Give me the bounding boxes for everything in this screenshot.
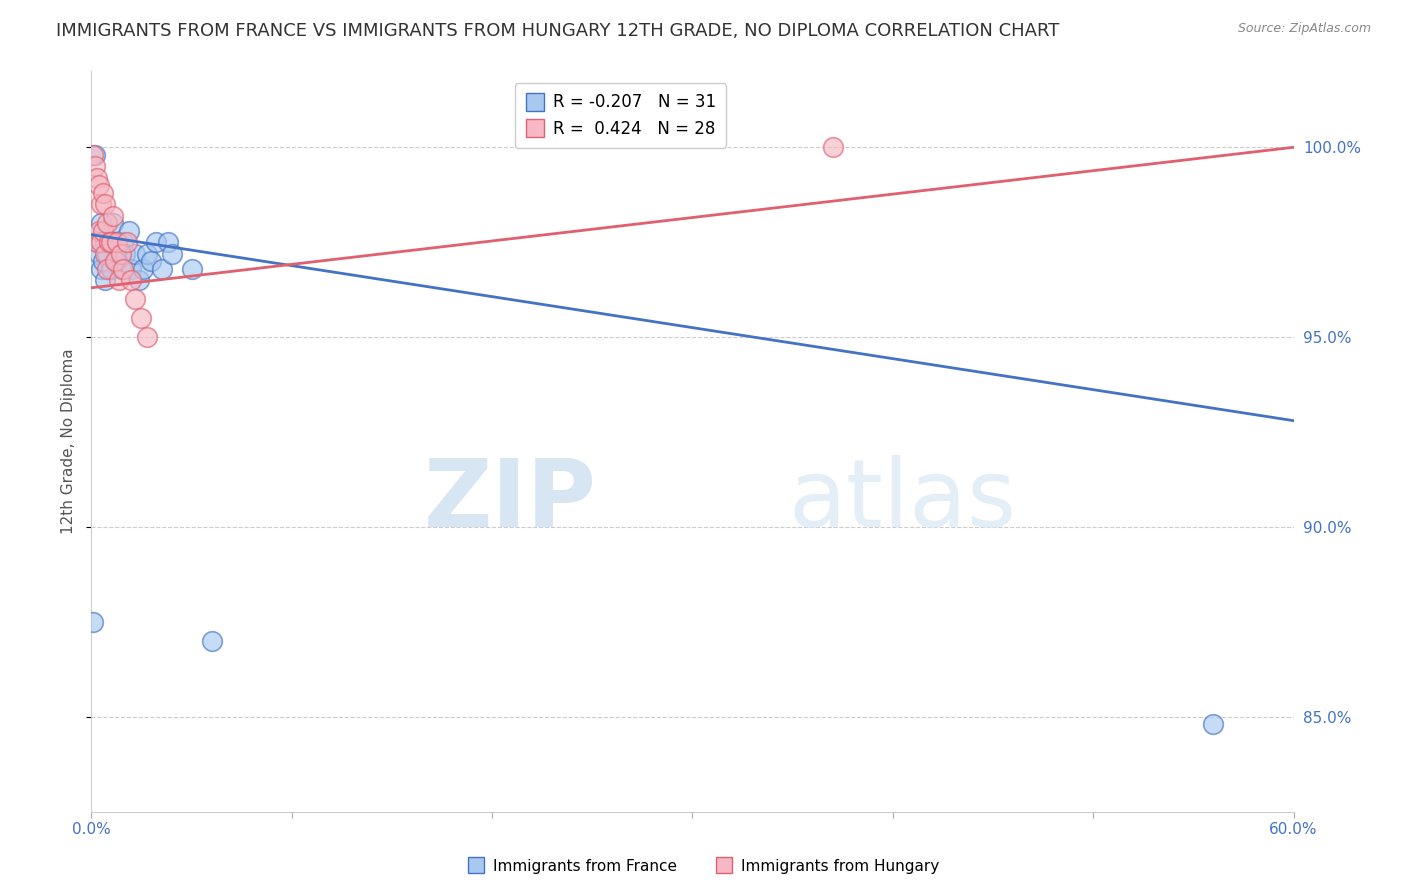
Text: Source: ZipAtlas.com: Source: ZipAtlas.com (1237, 22, 1371, 36)
Point (94, 235, 117, 250)
Point (821, 140, 844, 154)
Point (89, 224, 111, 238)
Point (150, 261, 173, 276)
Point (121, 273, 143, 287)
Legend: Immigrants from France, Immigrants from Hungary: Immigrants from France, Immigrants from … (461, 853, 945, 880)
Point (89, 178, 111, 193)
Point (124, 292, 146, 306)
Point (96, 261, 118, 276)
Point (84, 159, 107, 173)
Point (94, 246, 117, 260)
Text: IMMIGRANTS FROM FRANCE VS IMMIGRANTS FROM HUNGARY 12TH GRADE, NO DIPLOMA CORRELA: IMMIGRANTS FROM FRANCE VS IMMIGRANTS FRO… (56, 22, 1060, 40)
Point (117, 235, 139, 250)
Point (110, 246, 132, 260)
Point (160, 246, 183, 260)
Point (132, 261, 155, 276)
Point (93, 254, 115, 268)
Text: atlas: atlas (789, 455, 1017, 547)
Point (156, 235, 179, 250)
Point (136, 330, 159, 344)
Point (89, 246, 111, 260)
Point (112, 261, 135, 276)
Point (100, 235, 122, 250)
Point (112, 235, 135, 250)
Point (100, 261, 122, 276)
Point (141, 254, 163, 268)
Point (103, 209, 125, 223)
Point (1202, 717, 1225, 731)
Y-axis label: 12th Grade, No Diploma: 12th Grade, No Diploma (60, 349, 76, 534)
Point (82, 148, 104, 162)
Point (90, 235, 112, 250)
Point (180, 261, 202, 276)
Point (96, 246, 118, 260)
Point (94, 197, 117, 211)
Point (201, 633, 224, 648)
Point (118, 224, 141, 238)
Point (107, 235, 129, 250)
Point (114, 246, 136, 260)
Point (103, 216, 125, 230)
Point (128, 273, 150, 287)
Point (121, 261, 143, 276)
Point (108, 273, 131, 287)
Point (98, 235, 121, 250)
Point (86, 235, 108, 250)
Point (104, 254, 127, 268)
Point (131, 311, 153, 326)
Point (86, 170, 108, 185)
Point (93, 186, 115, 200)
Point (136, 246, 159, 260)
Point (145, 235, 167, 250)
Point (104, 235, 127, 250)
Point (124, 246, 146, 260)
Point (90, 197, 112, 211)
Point (82, 615, 104, 629)
Point (93, 224, 115, 238)
Text: ZIP: ZIP (423, 455, 596, 547)
Point (110, 261, 132, 276)
Point (107, 254, 129, 268)
Point (84, 148, 107, 162)
Point (94, 273, 117, 287)
Point (90, 261, 112, 276)
Point (96, 216, 118, 230)
Legend: R = -0.207   N = 31, R =  0.424   N = 28: R = -0.207 N = 31, R = 0.424 N = 28 (515, 83, 725, 148)
Point (90, 216, 112, 230)
Point (86, 235, 108, 250)
